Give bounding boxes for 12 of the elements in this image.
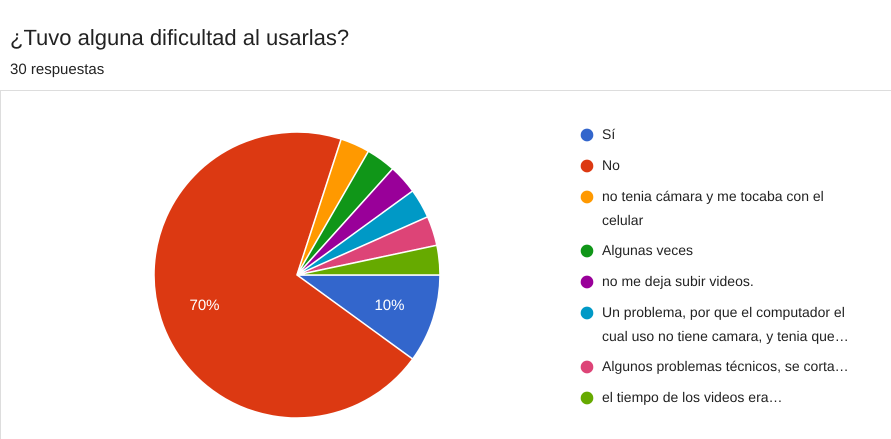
chart-title: ¿Tuvo alguna dificultad al usarlas? — [10, 25, 350, 50]
legend-label: no tenia cámara y me tocaba con el celular — [602, 188, 824, 228]
chart-subtitle: 30 respuestas — [10, 61, 104, 78]
legend-label: Algunos problemas técnicos, se corta… — [602, 358, 849, 374]
legend-label: No — [602, 157, 620, 173]
legend-label: Un problema, por que el computador el cual uso no tiene camara, y tenia que… — [602, 304, 849, 344]
legend-label: no me deja subir videos. — [602, 273, 754, 289]
legend-label: Algunas veces — [602, 242, 694, 258]
legend-label: Sí — [602, 126, 616, 142]
legend-label: el tiempo de los videos era… — [602, 389, 783, 405]
data-label: 10% — [374, 297, 404, 314]
data-label: 70% — [190, 297, 220, 314]
